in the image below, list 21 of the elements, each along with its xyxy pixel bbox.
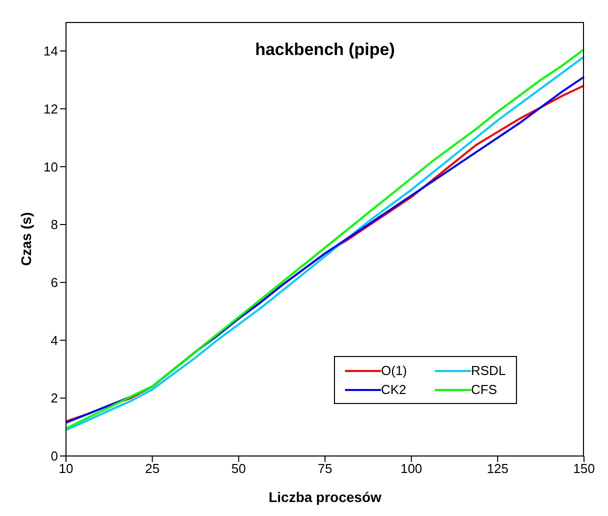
legend-label: O(1)	[381, 363, 407, 378]
y-axis-title: Czas (s)	[18, 212, 34, 266]
x-tick-label: 125	[486, 461, 509, 476]
x-tick-label: 25	[145, 461, 160, 476]
x-axis-title: Liczba procesów	[268, 489, 382, 505]
y-tick-label: 10	[44, 159, 58, 174]
y-tick-label: 0	[50, 448, 58, 464]
x-tick-label: 100	[400, 461, 422, 476]
y-tick-label: 14	[44, 44, 58, 59]
x-tick-label: 50	[231, 461, 246, 476]
legend-label: CK2	[381, 382, 406, 397]
y-tick-label: 12	[44, 101, 58, 116]
legend-label: RSDL	[471, 363, 506, 378]
x-tick-label: 75	[318, 461, 332, 476]
legend-label: CFS	[471, 382, 497, 397]
y-tick-label: 4	[50, 332, 58, 348]
text: hackbench (pipe)	[254, 40, 396, 60]
y-tick-label: 2	[50, 390, 58, 406]
y-tick-label: 8	[50, 217, 58, 232]
x-tick-label: 150	[573, 461, 595, 476]
y-tick-label: 6	[50, 275, 58, 290]
